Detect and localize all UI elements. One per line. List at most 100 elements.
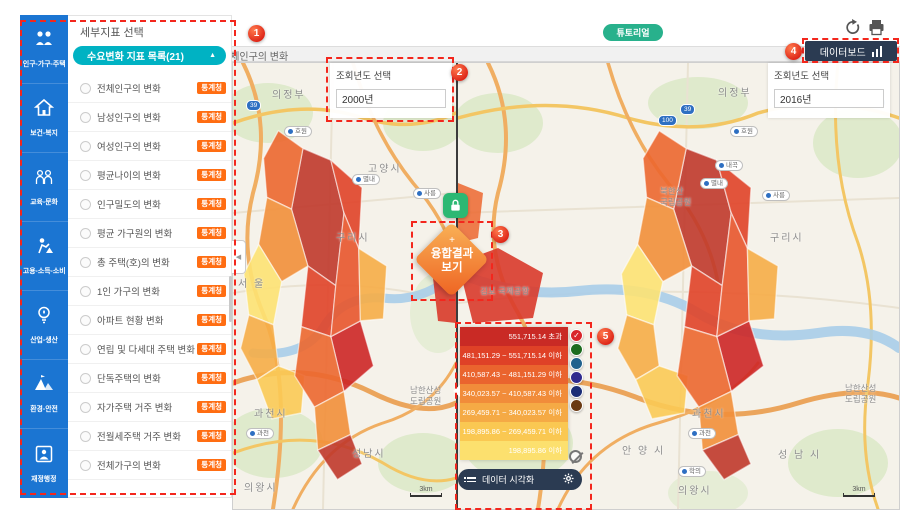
sidebar-item-population[interactable]: 인구-가구-주택: [20, 15, 68, 84]
list-item[interactable]: 남성인구의 변화 통계청: [68, 103, 231, 132]
ic-badge: 학의: [678, 466, 706, 477]
place-label: 성 남 시: [778, 450, 822, 461]
list-item[interactable]: 여성인구의 변화 통계청: [68, 132, 231, 161]
place-label: 서 울: [238, 279, 266, 290]
ic-badge: 과천: [688, 428, 716, 439]
sidebar-item-education-culture[interactable]: 교육-문화: [20, 153, 68, 222]
sidebar-item-industry-production[interactable]: 산업-생산: [20, 291, 68, 360]
swatch-selected[interactable]: ✓: [570, 329, 583, 342]
color-scheme-swatches: ✓: [570, 329, 583, 412]
list-item[interactable]: 평균 가구원의 변화 통계청: [68, 219, 231, 248]
scale-bar: 3km: [843, 486, 875, 497]
legend-row[interactable]: 340,023.57 ~ 410,587.43 이하: [460, 384, 568, 403]
mountain-icon: [33, 374, 55, 399]
radio-circle[interactable]: [80, 459, 91, 471]
legend-row[interactable]: 410,587.43 ~ 481,151.29 이하: [460, 365, 568, 384]
legend-row[interactable]: 269,459.71 ~ 340,023.57 이하: [460, 403, 568, 422]
place-label: 남한산성 도립공원: [845, 383, 877, 404]
person-frame-icon: [34, 444, 54, 469]
selected-indicator-title: 전체인구의 변화: [232, 52, 289, 62]
radio-circle[interactable]: [80, 82, 91, 94]
list-item[interactable]: 단독주택의 변화 통계청: [68, 364, 231, 393]
annotation-marker-5: 5: [597, 328, 614, 345]
legend-row[interactable]: 551,715.14 초과: [460, 327, 568, 346]
list-item[interactable]: 총 주택(호)의 변화 통계청: [68, 248, 231, 277]
tutorial-button[interactable]: 튜토리얼: [603, 24, 663, 41]
ic-badge: 호원: [284, 126, 312, 137]
swatch-indigo[interactable]: [570, 371, 583, 384]
source-badge: 통계청: [197, 459, 226, 471]
list-item[interactable]: 전월세주택 거주 변화 통계청: [68, 422, 231, 451]
list-item[interactable]: 전체가구의 변화 통계청: [68, 451, 231, 480]
list-item[interactable]: 인구밀도의 변화 통계청: [68, 190, 231, 219]
radio-circle[interactable]: [80, 111, 91, 123]
house-icon: [33, 98, 55, 123]
map-left-2000[interactable]: [233, 63, 456, 509]
radio-circle[interactable]: [80, 198, 91, 210]
place-label: 의정부: [718, 88, 752, 99]
lock-icon[interactable]: [443, 193, 468, 218]
legend-pointer: [453, 385, 460, 397]
source-badge: 통계청: [197, 256, 226, 268]
category-sidebar: 인구-가구-주택 보건-복지 교육-문화 고용-소득-소비 산업-생산 환경-안…: [20, 15, 68, 498]
radio-circle[interactable]: [80, 285, 91, 297]
list-item[interactable]: 아파트 현황 변화 통계청: [68, 306, 231, 335]
ic-badge: 호원: [730, 126, 758, 137]
printer-icon[interactable]: [868, 19, 885, 36]
choropleth-legend: 551,715.14 초과 481,151.29 ~ 551,715.14 이하…: [460, 327, 568, 460]
refresh-icon[interactable]: [844, 19, 861, 36]
radio-circle[interactable]: [80, 256, 91, 268]
year-input-right[interactable]: [774, 89, 884, 108]
databoard-button[interactable]: 데이터보드: [805, 41, 897, 61]
list-item[interactable]: 전체인구의 변화 통계청: [68, 74, 231, 103]
swatch-blue[interactable]: [570, 357, 583, 370]
list-item[interactable]: 연립 및 다세대 주택 변화 통계청: [68, 335, 231, 364]
list-item[interactable]: 1인 가구의 변화 통계청: [68, 277, 231, 306]
place-label: 고양시: [368, 164, 402, 175]
legend-row[interactable]: 198,895.86 이하: [460, 441, 568, 460]
radio-circle[interactable]: [80, 343, 91, 355]
radio-circle[interactable]: [80, 401, 91, 413]
year-select-panel-left: 조회년도 선택: [330, 63, 452, 118]
place-label: 의정부: [272, 90, 306, 101]
place-label: 안 양 시: [622, 446, 666, 457]
sidebar-item-environment-safety[interactable]: 환경-안전: [20, 360, 68, 429]
sidebar-item-health-welfare[interactable]: 보건-복지: [20, 84, 68, 153]
indicator-group-header[interactable]: 수요변화 지표 목록(21) ▲: [73, 46, 226, 65]
scale-bar: 3km: [410, 486, 442, 497]
gear-icon[interactable]: [563, 473, 574, 486]
place-label: 북한산 국립공원: [660, 186, 692, 207]
source-badge: 통계청: [197, 169, 226, 181]
legend-row[interactable]: 481,151.29 ~ 551,715.14 이하: [460, 346, 568, 365]
ic-badge: 과천: [246, 428, 274, 439]
list-icon: [464, 477, 476, 482]
scrollbar[interactable]: [229, 276, 232, 322]
sidebar-item-finance-admin[interactable]: 재정행정: [20, 429, 68, 498]
radio-circle[interactable]: [80, 227, 91, 239]
radio-circle[interactable]: [80, 140, 91, 152]
swatch-navy[interactable]: [570, 385, 583, 398]
year-input-left[interactable]: [336, 89, 446, 108]
swatch-green[interactable]: [570, 343, 583, 356]
chevron-up-icon: ▲: [209, 52, 216, 59]
source-badge: 통계청: [197, 140, 226, 152]
source-badge: 통계청: [197, 343, 226, 355]
fusion-result-label[interactable]: + 융합결과 보기: [412, 235, 492, 275]
sidebar-item-employment-income[interactable]: 고용-소득-소비: [20, 222, 68, 291]
panel-collapse-handle[interactable]: ◀: [232, 240, 246, 274]
radio-circle[interactable]: [80, 169, 91, 181]
radio-circle[interactable]: [80, 430, 91, 442]
ic-badge: 사릉: [762, 190, 790, 201]
legend-row[interactable]: 198,895.86 ~ 269,459.71 이하: [460, 422, 568, 441]
data-visualization-button[interactable]: 데이터 시각화: [458, 469, 582, 490]
route-badge: 100: [658, 115, 677, 126]
list-item[interactable]: 자가주택 거주 변화 통계청: [68, 393, 231, 422]
radio-circle[interactable]: [80, 372, 91, 384]
no-fill-icon[interactable]: [569, 450, 582, 463]
source-badge: 통계청: [197, 314, 226, 326]
list-item[interactable]: 평균나이의 변화 통계청: [68, 161, 231, 190]
radio-circle[interactable]: [80, 314, 91, 326]
place-label: 의왕시: [244, 483, 278, 494]
bar-chart-icon: [871, 45, 883, 57]
swatch-brown[interactable]: [570, 399, 583, 412]
